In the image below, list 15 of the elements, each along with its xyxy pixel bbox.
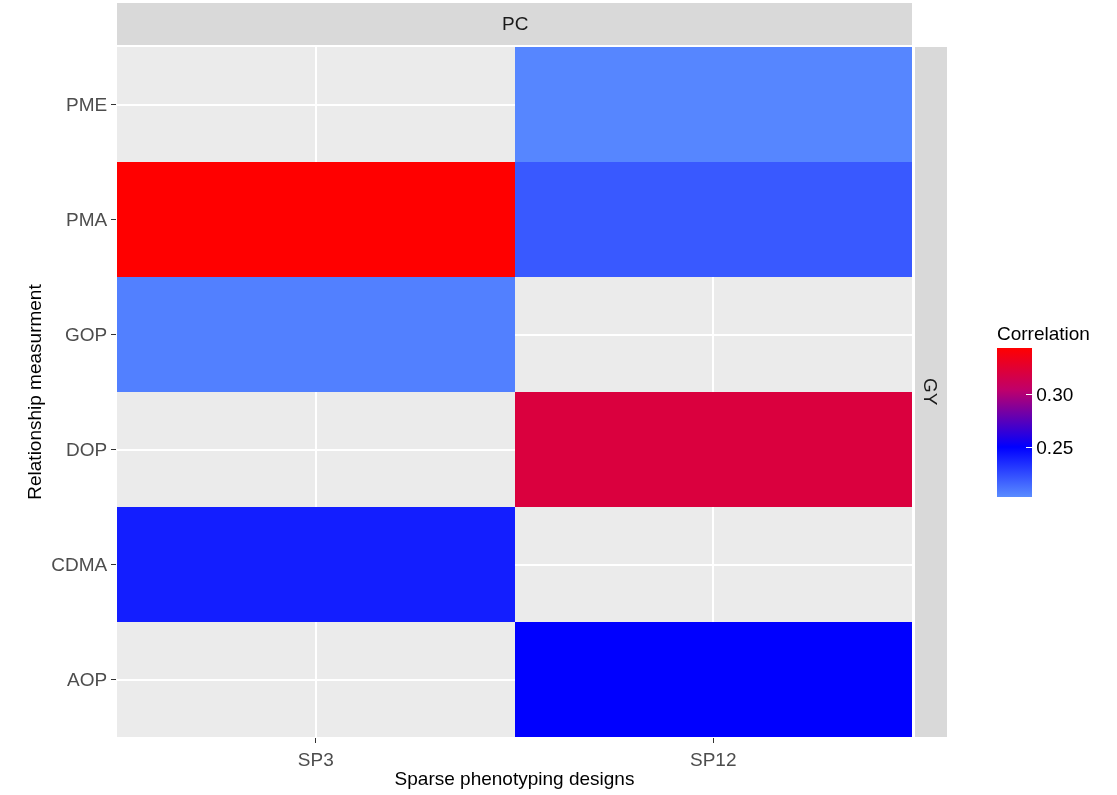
y-tick-label: DOP [66,439,108,461]
y-tick-label: AOP [67,669,108,691]
x-tick-label: SP3 [297,748,334,770]
color-bar-title: Correlation [997,322,1090,344]
text: PC [502,13,529,34]
x-axis-title: Sparse phenotyping designs [394,767,635,789]
y-axis-title: Relationship measurment [24,283,46,500]
color-bar-label: 0.30 [1036,383,1074,405]
color-bar-label: 0.25 [1036,437,1074,459]
y-tick-label: CDMA [51,554,108,576]
y-tick-label: PME [66,94,108,116]
text: GY [920,378,941,406]
x-tick-label: SP12 [690,748,737,770]
y-tick-label: PMA [66,209,108,231]
y-tick-label: GOP [64,324,108,346]
